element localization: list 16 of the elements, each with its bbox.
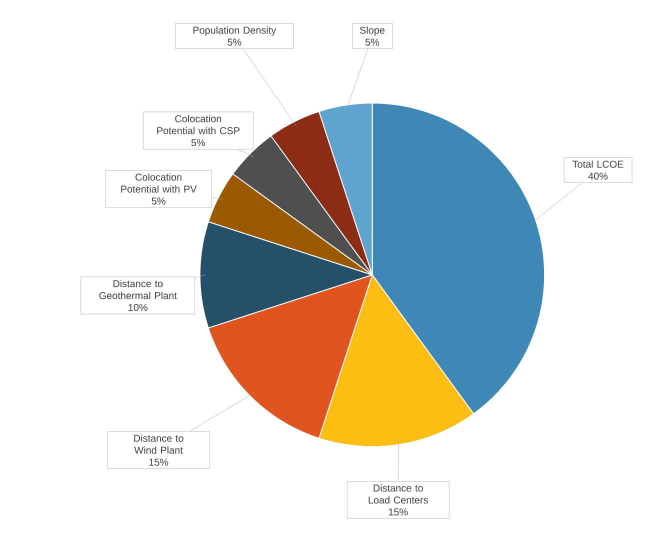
slice-label: Slope (360, 26, 385, 36)
slice-label: Distance to Geothermal Plant (99, 280, 177, 300)
slice-label: Distance to Load Centers (368, 484, 428, 504)
data-label: 40% (588, 172, 608, 180)
slice-label: Total LCOE (572, 160, 624, 168)
data-label: 5% (152, 198, 166, 205)
slice-label: Population Density (193, 26, 276, 36)
data-label: 15% (388, 508, 408, 516)
data-label: 15% (149, 458, 168, 466)
slice-label: Distance to Wind Plant (134, 434, 184, 454)
data-label: 5% (191, 139, 206, 146)
slice-label: Colocation Potential with PV (121, 173, 197, 193)
data-label: 10% (128, 304, 148, 312)
slice-label: Colocation Potential with CSP (157, 114, 240, 134)
data-label: 5% (365, 38, 380, 46)
data-label: 5% (228, 38, 242, 46)
